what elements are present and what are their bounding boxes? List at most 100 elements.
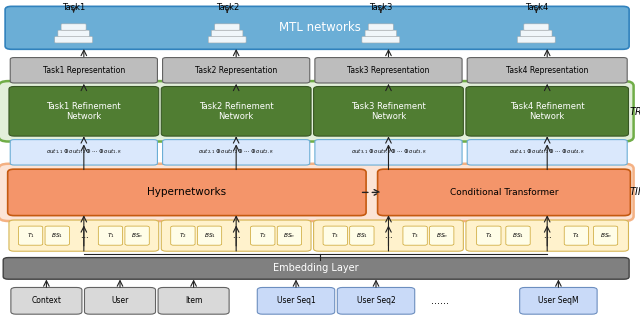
Text: $\cdots$: $\cdots$ <box>384 231 393 240</box>
Text: Conditional Transformer: Conditional Transformer <box>450 188 558 197</box>
Text: $T_1$: $T_1$ <box>27 231 35 240</box>
FancyBboxPatch shape <box>163 140 310 165</box>
FancyBboxPatch shape <box>10 140 157 165</box>
FancyBboxPatch shape <box>378 169 630 216</box>
Text: $\cdots$: $\cdots$ <box>232 231 241 240</box>
FancyBboxPatch shape <box>257 287 335 314</box>
Text: Task2: Task2 <box>216 3 239 12</box>
FancyBboxPatch shape <box>158 287 229 314</box>
Text: $T_3$: $T_3$ <box>411 231 419 240</box>
FancyBboxPatch shape <box>211 30 243 37</box>
Text: $BS_1$: $BS_1$ <box>512 231 524 240</box>
Text: $T_2$: $T_2$ <box>179 231 187 240</box>
Text: TIM: TIM <box>629 187 640 197</box>
FancyBboxPatch shape <box>125 226 149 245</box>
Text: Task4: Task4 <box>525 3 548 12</box>
FancyBboxPatch shape <box>9 220 159 251</box>
FancyBboxPatch shape <box>365 30 397 37</box>
Text: $out_{4,1}\oplus out_{4,2}\oplus\cdots\oplus out_{4,R}$: $out_{4,1}\oplus out_{4,2}\oplus\cdots\o… <box>509 148 585 156</box>
FancyBboxPatch shape <box>369 24 393 30</box>
Text: $T_4$: $T_4$ <box>572 231 580 240</box>
Text: Hypernetworks: Hypernetworks <box>147 187 227 197</box>
Text: $BS_n$: $BS_n$ <box>131 231 143 240</box>
FancyBboxPatch shape <box>171 226 195 245</box>
Text: User: User <box>111 296 129 305</box>
Text: $\cdots$: $\cdots$ <box>79 231 88 240</box>
FancyBboxPatch shape <box>467 140 627 165</box>
FancyBboxPatch shape <box>11 287 82 314</box>
Text: $BS_n$: $BS_n$ <box>600 231 612 240</box>
FancyBboxPatch shape <box>208 37 246 43</box>
FancyBboxPatch shape <box>3 258 629 279</box>
FancyBboxPatch shape <box>9 86 159 136</box>
Text: MTL networks: MTL networks <box>279 21 361 34</box>
FancyBboxPatch shape <box>314 220 463 251</box>
FancyBboxPatch shape <box>197 226 221 245</box>
Text: $T_3$: $T_3$ <box>332 231 339 240</box>
Text: Task4 Refinement
Network: Task4 Refinement Network <box>510 101 584 121</box>
Text: Task1: Task1 <box>62 3 85 12</box>
FancyBboxPatch shape <box>466 220 628 251</box>
Text: Task2 Refinement
Network: Task2 Refinement Network <box>199 101 273 121</box>
Text: $BS_n$: $BS_n$ <box>284 231 296 240</box>
FancyBboxPatch shape <box>19 226 43 245</box>
FancyBboxPatch shape <box>314 86 463 136</box>
FancyBboxPatch shape <box>214 24 239 30</box>
FancyBboxPatch shape <box>315 58 462 83</box>
FancyBboxPatch shape <box>161 220 311 251</box>
Text: Task3: Task3 <box>369 3 392 12</box>
FancyBboxPatch shape <box>0 81 634 142</box>
Text: $BS_1$: $BS_1$ <box>356 231 368 240</box>
Text: Task2 Representation: Task2 Representation <box>195 66 277 75</box>
Text: $BS_n$: $BS_n$ <box>436 231 448 240</box>
FancyBboxPatch shape <box>520 287 597 314</box>
FancyBboxPatch shape <box>58 30 90 37</box>
FancyBboxPatch shape <box>593 226 618 245</box>
FancyBboxPatch shape <box>5 6 629 49</box>
FancyBboxPatch shape <box>0 164 634 221</box>
FancyBboxPatch shape <box>518 37 555 43</box>
FancyBboxPatch shape <box>467 58 627 83</box>
Text: Item: Item <box>185 296 202 305</box>
Text: ......: ...... <box>431 296 449 306</box>
Text: Task4 Representation: Task4 Representation <box>506 66 588 75</box>
FancyBboxPatch shape <box>61 24 86 30</box>
Text: User Seq1: User Seq1 <box>276 296 316 305</box>
Text: Context: Context <box>31 296 61 305</box>
FancyBboxPatch shape <box>477 226 501 245</box>
FancyBboxPatch shape <box>163 58 310 83</box>
Text: Embedding Layer: Embedding Layer <box>273 263 359 273</box>
Text: User SeqM: User SeqM <box>538 296 579 305</box>
FancyBboxPatch shape <box>8 169 366 216</box>
Text: $BS_1$: $BS_1$ <box>51 231 63 240</box>
FancyBboxPatch shape <box>349 226 374 245</box>
Text: Task1 Refinement
Network: Task1 Refinement Network <box>47 101 121 121</box>
FancyBboxPatch shape <box>429 226 454 245</box>
FancyBboxPatch shape <box>323 226 348 245</box>
FancyBboxPatch shape <box>45 226 69 245</box>
Text: $out_{1,1}\oplus out_{1,2}\oplus\cdots\oplus out_{1,R}$: $out_{1,1}\oplus out_{1,2}\oplus\cdots\o… <box>46 148 122 156</box>
Text: $T_4$: $T_4$ <box>485 231 493 240</box>
FancyBboxPatch shape <box>337 287 415 314</box>
Text: $T_1$: $T_1$ <box>107 231 115 240</box>
FancyBboxPatch shape <box>521 30 552 37</box>
FancyBboxPatch shape <box>315 140 462 165</box>
FancyBboxPatch shape <box>10 58 157 83</box>
FancyBboxPatch shape <box>251 226 275 245</box>
Text: Task1 Representation: Task1 Representation <box>43 66 125 75</box>
Text: Task3 Refinement
Network: Task3 Refinement Network <box>351 101 426 121</box>
Text: Task3 Representation: Task3 Representation <box>348 66 429 75</box>
FancyBboxPatch shape <box>99 226 123 245</box>
FancyBboxPatch shape <box>161 86 311 136</box>
Text: $BS_1$: $BS_1$ <box>204 231 216 240</box>
Text: $T_2$: $T_2$ <box>259 231 267 240</box>
FancyBboxPatch shape <box>564 226 589 245</box>
FancyBboxPatch shape <box>277 226 301 245</box>
FancyBboxPatch shape <box>403 226 428 245</box>
Text: User Seq2: User Seq2 <box>356 296 396 305</box>
FancyBboxPatch shape <box>466 86 628 136</box>
FancyBboxPatch shape <box>362 37 400 43</box>
FancyBboxPatch shape <box>84 287 156 314</box>
FancyBboxPatch shape <box>506 226 530 245</box>
FancyBboxPatch shape <box>55 37 93 43</box>
